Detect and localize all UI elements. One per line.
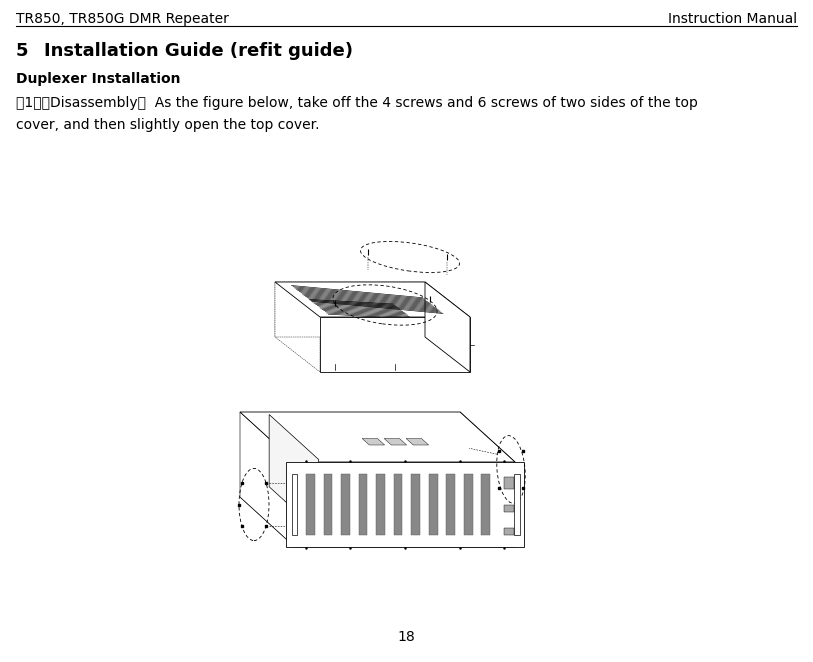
Polygon shape (406, 438, 428, 445)
Polygon shape (240, 412, 295, 547)
Polygon shape (464, 474, 472, 535)
Polygon shape (411, 474, 420, 535)
Polygon shape (446, 474, 455, 535)
Polygon shape (504, 505, 514, 512)
Polygon shape (275, 282, 425, 337)
Text: Instruction Manual: Instruction Manual (667, 12, 797, 26)
Polygon shape (376, 474, 385, 535)
Text: cover, and then slightly open the top cover.: cover, and then slightly open the top co… (16, 118, 320, 132)
Text: TR850, TR850G DMR Repeater: TR850, TR850G DMR Repeater (16, 12, 229, 26)
Polygon shape (240, 412, 460, 497)
Polygon shape (384, 438, 406, 445)
Polygon shape (324, 474, 333, 535)
Polygon shape (275, 282, 470, 317)
Polygon shape (240, 497, 515, 547)
Polygon shape (425, 282, 470, 372)
Polygon shape (292, 474, 298, 535)
Text: Installation Guide (refit guide): Installation Guide (refit guide) (44, 42, 353, 60)
Polygon shape (362, 438, 385, 445)
Polygon shape (269, 414, 319, 532)
Polygon shape (481, 474, 490, 535)
Polygon shape (289, 496, 389, 527)
Text: 5: 5 (16, 42, 28, 60)
Polygon shape (504, 528, 514, 535)
Polygon shape (504, 477, 514, 489)
Polygon shape (393, 474, 402, 535)
Text: 18: 18 (398, 630, 415, 644)
Polygon shape (320, 317, 470, 372)
Polygon shape (240, 412, 515, 462)
Polygon shape (341, 474, 350, 535)
Polygon shape (428, 474, 437, 535)
Polygon shape (286, 462, 524, 547)
Polygon shape (306, 474, 315, 535)
Text: Duplexer Installation: Duplexer Installation (16, 72, 180, 86)
Polygon shape (359, 474, 367, 535)
Polygon shape (514, 474, 520, 535)
Text: （1）　Disassembly：  As the figure below, take off the 4 screws and 6 screws of two: （1） Disassembly： As the figure below, ta… (16, 96, 698, 110)
Polygon shape (460, 412, 515, 547)
Polygon shape (363, 495, 474, 524)
Polygon shape (275, 282, 320, 372)
